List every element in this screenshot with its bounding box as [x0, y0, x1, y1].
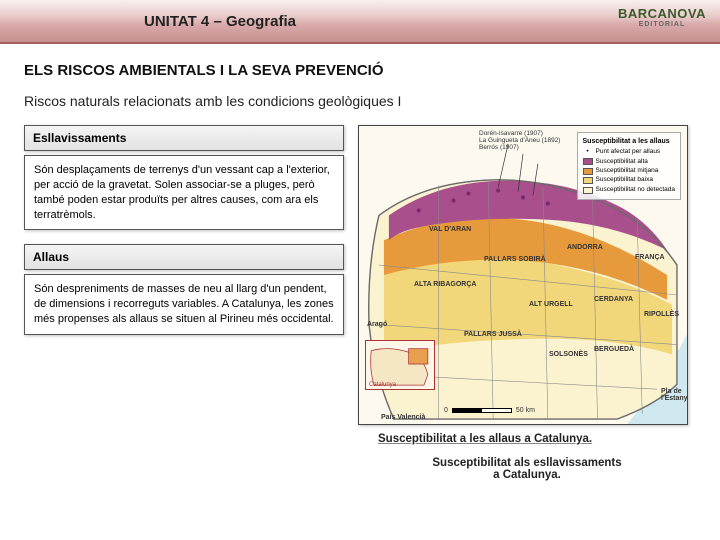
- map-region-label: BERGUEDÀ: [594, 346, 634, 353]
- left-column: Esllavissaments Són desplaçaments de ter…: [24, 125, 344, 481]
- legend-label: Punt afectat per allaus: [596, 148, 661, 156]
- legend-label: Susceptibilitat alta: [596, 158, 648, 166]
- legend-row: Susceptibilitat mitjana: [583, 167, 676, 175]
- map-caption-1: Susceptibilitat a les allaus a Catalunya…: [358, 433, 696, 445]
- map-region-label: PALLARS JUSSÀ: [464, 331, 522, 338]
- box1-body: Són desplaçaments de terrenys d'un vessa…: [24, 155, 344, 230]
- inset-label: Catalunya: [369, 382, 396, 388]
- box2-body: Són despreniments de masses de neu al ll…: [24, 274, 344, 335]
- map-top-annotation: Dorén-Isavarre (1907) La Guingueta d'Àne…: [479, 130, 560, 151]
- content-row: Esllavissaments Són desplaçaments de ter…: [24, 125, 696, 481]
- publisher-logo: BARCANOVA EDITORIAL: [618, 6, 706, 28]
- map-region-label: ALT URGELL: [529, 301, 573, 308]
- slide-header: UNITAT 4 – Geografia BARCANOVA EDITORIAL: [0, 0, 720, 44]
- legend-row: •Punt afectat per allaus: [583, 148, 676, 156]
- map-region-label: PALLARS SOBIRÀ: [484, 256, 546, 263]
- legend-label: Susceptibilitat mitjana: [596, 167, 659, 175]
- box2-title: Allaus: [24, 244, 344, 270]
- map-caption-2: Susceptibilitat als esllavissaments a Ca…: [358, 457, 696, 481]
- logo-subtext: EDITORIAL: [618, 21, 706, 28]
- inset-map: Catalunya: [365, 340, 435, 390]
- map-region-label: CERDANYA: [594, 296, 633, 303]
- box1-title: Esllavissaments: [24, 125, 344, 151]
- scale-50: 50 km: [516, 407, 535, 414]
- main-heading: ELS RISCOS AMBIENTALS I LA SEVA PREVENCI…: [24, 62, 696, 79]
- scale-bar: 0 50 km: [444, 407, 535, 414]
- catalonia-map: Dorén-Isavarre (1907) La Guingueta d'Àne…: [358, 125, 688, 425]
- map-region-label: RIPOLLÈS: [644, 311, 679, 318]
- scale-0: 0: [444, 407, 448, 414]
- legend-title: Susceptibilitat a les allaus: [583, 137, 676, 146]
- map-region-label: VAL D'ARAN: [429, 226, 471, 233]
- legend-label: Susceptibilitat no detectada: [596, 186, 676, 194]
- legend-row: Susceptibilitat no detectada: [583, 186, 676, 194]
- logo-text: BARCANOVA: [618, 6, 706, 21]
- map-region-label: SOLSONÈS: [549, 351, 588, 358]
- map-column: Dorén-Isavarre (1907) La Guingueta d'Àne…: [358, 125, 696, 481]
- legend-row: Susceptibilitat alta: [583, 158, 676, 166]
- map-region-label: FRANÇA: [635, 254, 665, 261]
- legend-row: Susceptibilitat baixa: [583, 176, 676, 184]
- page-body: ELS RISCOS AMBIENTALS I LA SEVA PREVENCI…: [0, 44, 720, 491]
- map-region-label: País Valencià: [381, 414, 425, 421]
- map-legend: Susceptibilitat a les allaus •Punt afect…: [577, 132, 682, 200]
- map-region-label: ANDORRA: [567, 244, 603, 251]
- unit-title: UNITAT 4 – Geografia: [144, 13, 296, 30]
- map-region-label: ALTA RIBAGORÇA: [414, 281, 476, 288]
- sub-heading: Riscos naturals relacionats amb les cond…: [24, 93, 696, 109]
- map-region-label: Aragó: [367, 321, 387, 328]
- map-region-label: Pla de l'Estany: [661, 388, 688, 402]
- legend-label: Susceptibilitat baixa: [596, 176, 653, 184]
